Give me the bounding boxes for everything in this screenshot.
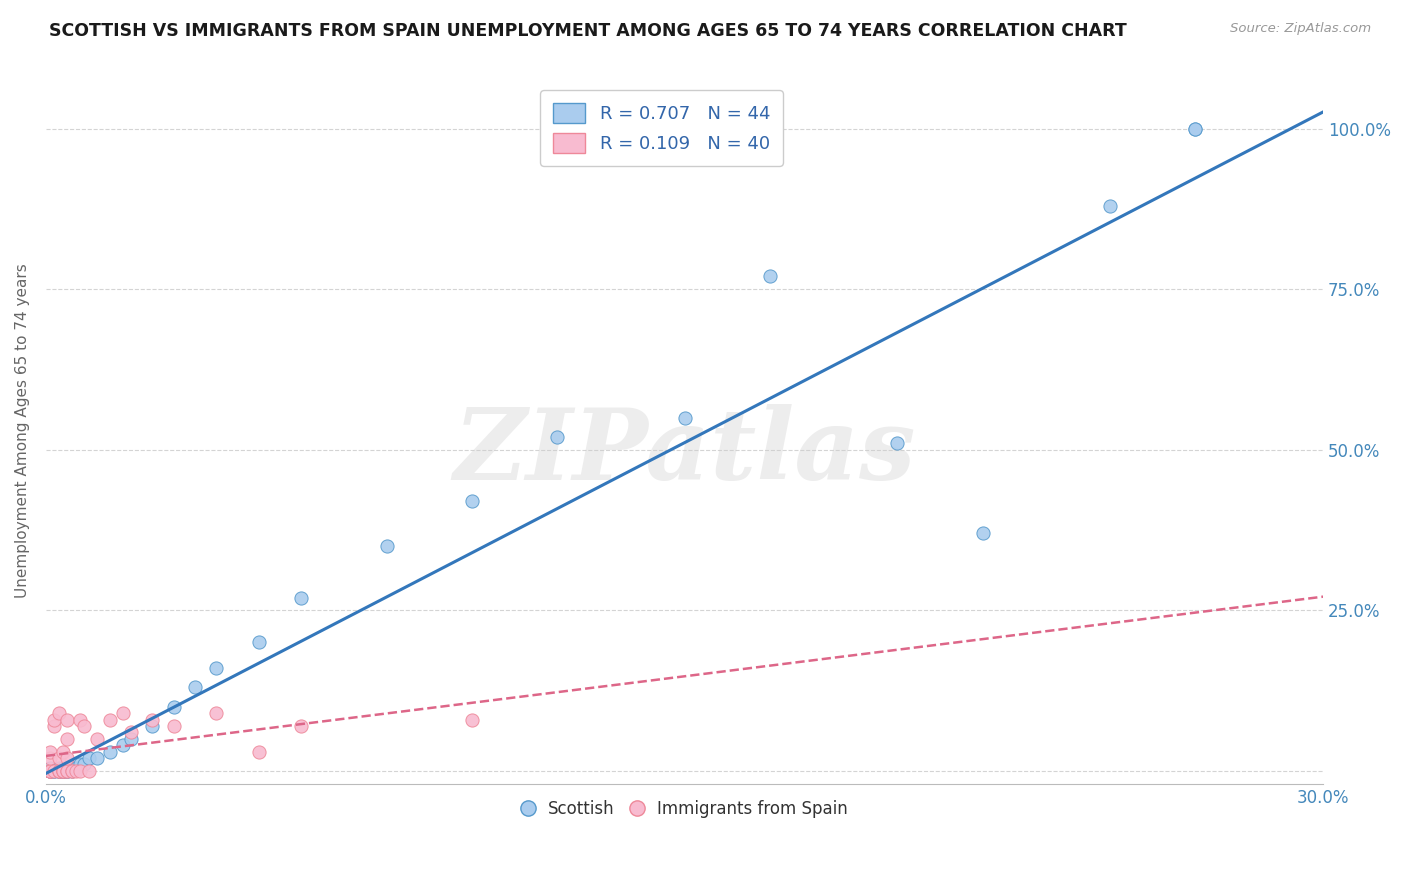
Point	[56, 764, 79, 778]
Point	[60, 764, 83, 778]
Point	[73, 757, 96, 772]
Point	[86, 731, 108, 746]
Point	[65, 761, 87, 775]
Point	[375, 539, 398, 553]
Point	[39, 764, 62, 778]
Point	[44, 719, 66, 733]
Point	[247, 745, 270, 759]
Text: ZIPatlas: ZIPatlas	[453, 403, 915, 500]
Point	[52, 761, 75, 775]
Point	[60, 764, 83, 778]
Point	[52, 764, 75, 778]
Point	[39, 764, 62, 778]
Point	[184, 681, 207, 695]
Point	[111, 706, 134, 720]
Point	[48, 764, 70, 778]
Point	[52, 764, 75, 778]
Point	[673, 410, 696, 425]
Point	[886, 436, 908, 450]
Point	[56, 764, 79, 778]
Point	[44, 764, 66, 778]
Point	[546, 430, 568, 444]
Point	[247, 635, 270, 649]
Point	[65, 764, 87, 778]
Point	[39, 745, 62, 759]
Point	[56, 731, 79, 746]
Point	[141, 719, 163, 733]
Point	[290, 719, 312, 733]
Point	[69, 764, 91, 778]
Text: Source: ZipAtlas.com: Source: ZipAtlas.com	[1230, 22, 1371, 36]
Point	[205, 706, 228, 720]
Point	[73, 719, 96, 733]
Point	[39, 764, 62, 778]
Point	[44, 764, 66, 778]
Point	[48, 751, 70, 765]
Point	[48, 764, 70, 778]
Point	[39, 764, 62, 778]
Point	[1099, 199, 1122, 213]
Point	[77, 764, 100, 778]
Point	[44, 713, 66, 727]
Point	[48, 764, 70, 778]
Point	[52, 764, 75, 778]
Point	[52, 764, 75, 778]
Point	[56, 764, 79, 778]
Point	[48, 761, 70, 775]
Point	[120, 731, 142, 746]
Point	[290, 591, 312, 605]
Point	[120, 725, 142, 739]
Point	[163, 699, 186, 714]
Point	[77, 751, 100, 765]
Point	[39, 764, 62, 778]
Point	[56, 761, 79, 775]
Point	[39, 761, 62, 775]
Point	[48, 764, 70, 778]
Point	[56, 751, 79, 765]
Point	[98, 713, 121, 727]
Point	[1184, 121, 1206, 136]
Point	[163, 719, 186, 733]
Point	[48, 706, 70, 720]
Point	[48, 764, 70, 778]
Legend: Scottish, Immigrants from Spain: Scottish, Immigrants from Spain	[515, 794, 855, 825]
Point	[86, 751, 108, 765]
Point	[60, 764, 83, 778]
Point	[98, 745, 121, 759]
Point	[141, 713, 163, 727]
Y-axis label: Unemployment Among Ages 65 to 74 years: Unemployment Among Ages 65 to 74 years	[15, 263, 30, 598]
Point	[52, 764, 75, 778]
Point	[460, 713, 482, 727]
Point	[39, 764, 62, 778]
Point	[972, 526, 994, 541]
Point	[44, 764, 66, 778]
Point	[111, 738, 134, 752]
Point	[56, 764, 79, 778]
Text: SCOTTISH VS IMMIGRANTS FROM SPAIN UNEMPLOYMENT AMONG AGES 65 TO 74 YEARS CORRELA: SCOTTISH VS IMMIGRANTS FROM SPAIN UNEMPL…	[49, 22, 1128, 40]
Point	[69, 713, 91, 727]
Point	[56, 764, 79, 778]
Point	[56, 713, 79, 727]
Point	[758, 269, 780, 284]
Point	[460, 494, 482, 508]
Point	[48, 764, 70, 778]
Point	[69, 757, 91, 772]
Point	[60, 761, 83, 775]
Point	[52, 745, 75, 759]
Point	[1184, 121, 1206, 136]
Point	[39, 764, 62, 778]
Point	[39, 751, 62, 765]
Point	[205, 661, 228, 675]
Point	[52, 764, 75, 778]
